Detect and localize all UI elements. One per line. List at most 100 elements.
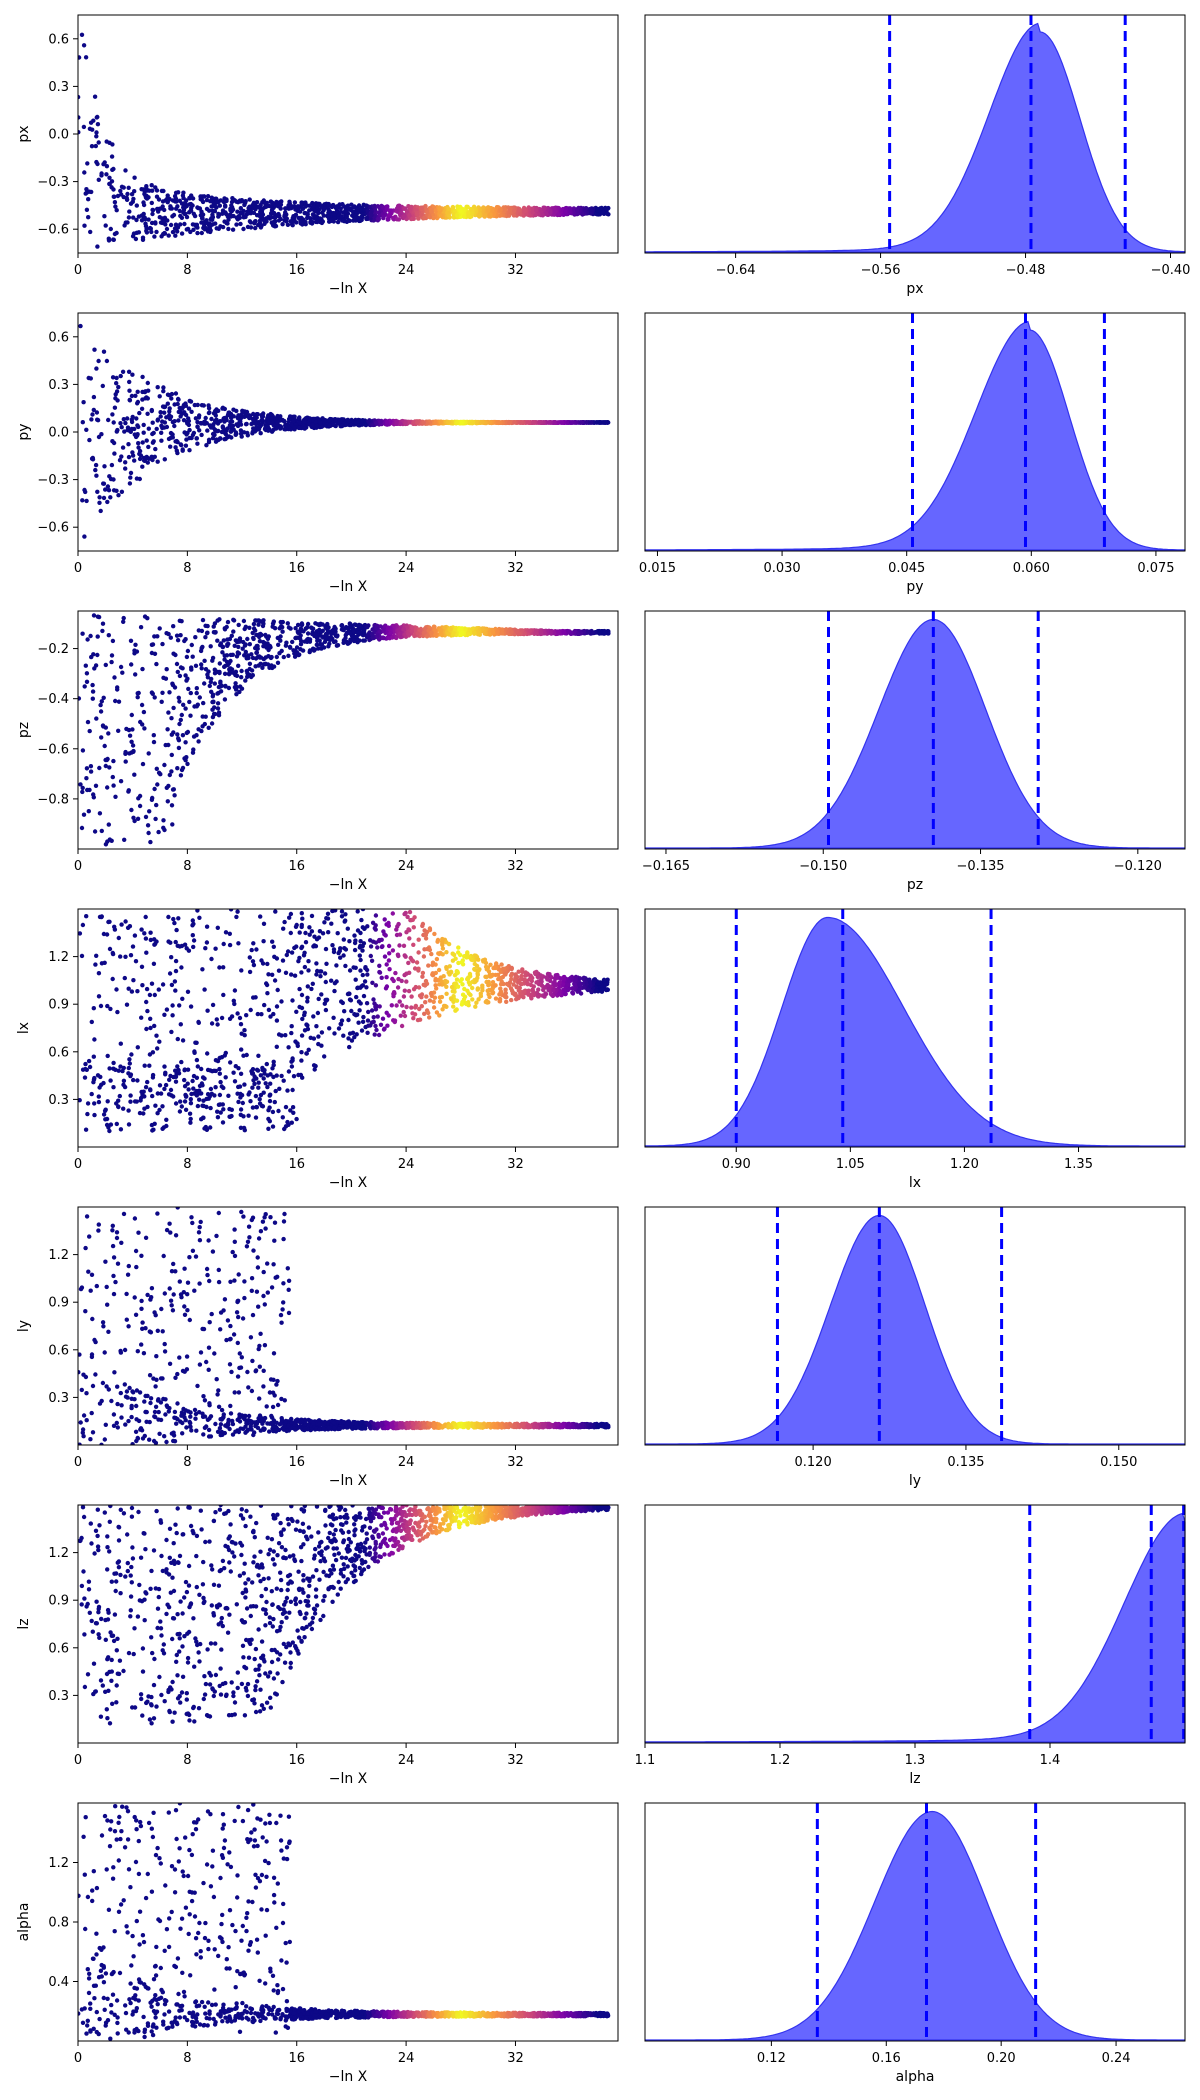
trace-point xyxy=(222,697,228,702)
trace-point xyxy=(390,635,395,640)
trace-point xyxy=(234,422,239,427)
trace-point xyxy=(290,223,295,228)
trace-point xyxy=(292,200,298,205)
trace-point xyxy=(394,1003,399,1008)
trace-point xyxy=(362,422,367,427)
trace-point xyxy=(172,423,177,429)
trace-point xyxy=(123,460,128,465)
trace-point xyxy=(200,644,205,650)
trace-point xyxy=(556,212,561,217)
trace-point xyxy=(168,206,173,211)
trace-point xyxy=(230,423,236,429)
trace-point xyxy=(150,207,155,213)
trace-point xyxy=(274,1018,280,1023)
trace-point xyxy=(258,209,263,215)
trace-point xyxy=(169,396,174,401)
trace-point xyxy=(90,696,96,701)
trace-point xyxy=(130,414,135,420)
trace-point xyxy=(305,984,310,989)
trace-point xyxy=(305,215,310,221)
trace-point xyxy=(135,399,141,405)
y-tick-label: −0.6 xyxy=(37,521,69,536)
trace-point xyxy=(147,456,152,461)
x-axis-label: pz xyxy=(907,877,923,893)
trace-point xyxy=(154,426,159,432)
trace-point xyxy=(200,714,205,719)
trace-point xyxy=(199,432,204,438)
trace-point xyxy=(95,652,100,658)
trace-point xyxy=(78,931,83,936)
trace-point xyxy=(266,654,271,659)
trace-point xyxy=(103,842,109,847)
trace-point xyxy=(106,633,112,638)
trace-point xyxy=(211,699,216,705)
trace-point xyxy=(220,644,226,649)
trace-point xyxy=(110,375,116,380)
trace-point xyxy=(167,690,172,695)
trace-point xyxy=(317,622,322,628)
trace-point xyxy=(454,213,460,218)
trace-point xyxy=(231,670,236,676)
trace-point xyxy=(297,420,302,425)
trace-point xyxy=(446,206,451,212)
trace-point xyxy=(133,393,138,398)
trace-point xyxy=(302,426,307,431)
trace-point xyxy=(113,204,118,209)
trace-point xyxy=(90,689,96,694)
trace-point xyxy=(223,210,228,215)
trace-point xyxy=(237,689,242,695)
trace-point xyxy=(78,696,82,701)
trace-point xyxy=(157,626,162,631)
trace-point xyxy=(188,229,193,235)
trace-point xyxy=(319,220,325,226)
trace-point xyxy=(182,211,187,217)
trace-point xyxy=(141,430,146,435)
trace-point xyxy=(130,727,135,732)
trace-point xyxy=(205,672,210,677)
trace-point xyxy=(209,416,214,422)
trace-point xyxy=(256,1085,261,1090)
trace-point xyxy=(159,699,164,704)
trace-point xyxy=(225,412,231,417)
trace-point xyxy=(387,208,392,213)
trace-point xyxy=(153,220,158,225)
trace-point xyxy=(376,210,381,215)
trace-point xyxy=(335,643,341,648)
trace-point xyxy=(182,430,187,435)
trace-point xyxy=(347,631,353,636)
trace-point xyxy=(273,223,279,229)
trace-point xyxy=(92,1037,97,1042)
trace-point xyxy=(273,426,279,431)
trace-point xyxy=(199,403,205,408)
trace-point xyxy=(421,420,426,425)
trace-point xyxy=(109,838,114,843)
x-tick-label: 8 xyxy=(183,859,191,874)
trace-point xyxy=(120,670,125,675)
trace-point xyxy=(129,419,135,425)
trace-point xyxy=(176,745,182,751)
trace-point xyxy=(190,432,196,438)
trace-point xyxy=(207,683,212,689)
trace-panel-py: 0 8 16 24 320.60.30.0−0.3−0.6−ln Xpy xyxy=(16,312,619,595)
trace-point xyxy=(453,1008,458,1013)
trace-point xyxy=(455,420,460,425)
trace-point xyxy=(508,206,513,212)
trace-point xyxy=(220,405,226,410)
trace-point xyxy=(188,1004,194,1009)
trace-point xyxy=(307,203,312,208)
trace-point xyxy=(319,204,324,209)
trace-point xyxy=(165,401,170,406)
trace-point xyxy=(341,937,346,942)
trace-point xyxy=(149,690,155,695)
trace-point xyxy=(133,236,139,242)
trace-point xyxy=(314,642,319,647)
trace-point xyxy=(232,988,238,993)
trace-point xyxy=(94,115,100,120)
trace-point xyxy=(192,213,198,219)
trace-point xyxy=(203,225,208,231)
trace-point xyxy=(290,639,295,645)
trace-point xyxy=(104,164,110,169)
trace-point xyxy=(128,475,133,480)
trace-point xyxy=(110,774,116,780)
